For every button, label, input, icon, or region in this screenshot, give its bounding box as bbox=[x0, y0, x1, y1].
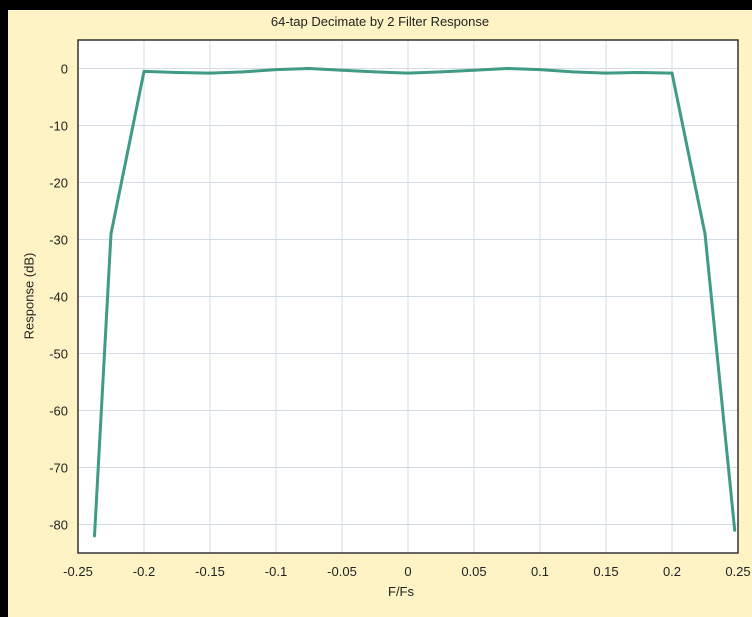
y-axis-label: Response (dB) bbox=[21, 252, 37, 340]
y-tick-label: -10 bbox=[49, 119, 68, 134]
data-point bbox=[93, 534, 96, 538]
x-tick-label: 0.05 bbox=[461, 564, 486, 579]
data-point bbox=[571, 70, 575, 74]
data-point bbox=[109, 232, 113, 236]
x-tick-label: 0.1 bbox=[531, 564, 549, 579]
grid-lines bbox=[77, 40, 739, 553]
data-point bbox=[505, 67, 509, 70]
y-tick-label: -40 bbox=[49, 290, 68, 305]
chart-title: 64-tap Decimate by 2 Filter Response bbox=[270, 14, 490, 29]
y-tick-label: -80 bbox=[49, 518, 68, 533]
data-point bbox=[274, 68, 278, 72]
x-tick-label: -0.25 bbox=[63, 564, 93, 579]
data-point bbox=[307, 67, 311, 70]
data-point bbox=[241, 70, 245, 74]
data-point bbox=[472, 68, 476, 72]
y-tick-label: -50 bbox=[49, 347, 68, 362]
x-tick-label: -0.15 bbox=[195, 564, 225, 579]
y-tick-label: 0 bbox=[61, 62, 68, 77]
data-point bbox=[604, 71, 608, 75]
data-point bbox=[637, 70, 641, 74]
x-tick-label: -0.05 bbox=[327, 564, 357, 579]
data-point bbox=[373, 70, 377, 74]
data-point bbox=[175, 70, 179, 74]
data-point bbox=[670, 71, 674, 75]
data-point bbox=[439, 70, 443, 74]
x-tick-label: -0.1 bbox=[265, 564, 287, 579]
y-tick-label: -30 bbox=[49, 233, 68, 248]
plot-border bbox=[77, 39, 739, 554]
data-point bbox=[703, 232, 707, 236]
y-tick-label: -70 bbox=[49, 461, 68, 476]
x-tick-label: 0.15 bbox=[593, 564, 618, 579]
x-axis-label: F/Fs bbox=[388, 584, 414, 599]
x-tick-label: 0.25 bbox=[725, 564, 750, 579]
y-tick-labels: 0 -10 -20 -30 -40 -50 -60 -70 -80 bbox=[49, 62, 68, 533]
x-tick-label: -0.2 bbox=[133, 564, 155, 579]
data-point bbox=[406, 71, 410, 75]
data-point bbox=[538, 68, 542, 72]
x-tick-labels: -0.25 -0.2 -0.15 -0.1 -0.05 0 0.05 0.1 0.15 0.2 0.… bbox=[63, 564, 750, 579]
data-point bbox=[142, 69, 146, 73]
x-tick-label: 0 bbox=[404, 564, 411, 579]
data-point bbox=[208, 71, 212, 75]
y-tick-label: -20 bbox=[49, 176, 68, 191]
y-tick-label: -60 bbox=[49, 404, 68, 419]
series-group bbox=[93, 67, 737, 538]
data-point bbox=[733, 528, 737, 532]
data-point bbox=[340, 68, 344, 72]
x-tick-label: 0.2 bbox=[663, 564, 681, 579]
